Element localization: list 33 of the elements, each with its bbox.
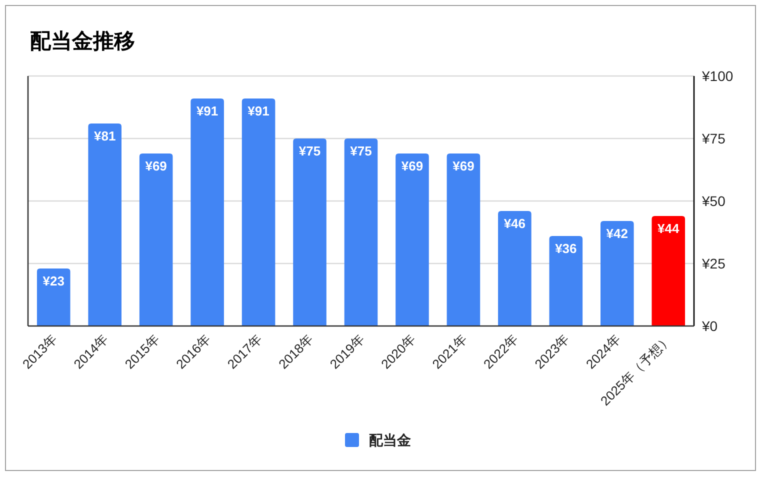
data-label: ¥69 xyxy=(145,158,167,174)
y-tick-label: ¥25 xyxy=(701,256,726,272)
y-tick-label: ¥50 xyxy=(701,193,726,209)
bar xyxy=(446,154,480,326)
data-label: ¥36 xyxy=(555,241,577,256)
chart-title: 配当金推移 xyxy=(30,30,135,53)
bar xyxy=(498,211,532,326)
data-label: ¥42 xyxy=(606,226,628,241)
bar xyxy=(139,154,173,326)
bar xyxy=(293,138,326,326)
y-tick-label: ¥100 xyxy=(701,68,734,84)
bar xyxy=(88,124,122,326)
data-label: ¥23 xyxy=(42,274,64,288)
bar xyxy=(652,216,686,326)
data-label: ¥91 xyxy=(248,104,270,118)
data-label: ¥75 xyxy=(350,144,372,158)
bar xyxy=(600,221,634,326)
legend-label: 配当金 xyxy=(369,432,412,448)
data-label: ¥46 xyxy=(504,216,526,231)
data-label: ¥69 xyxy=(401,158,424,174)
data-label: ¥81 xyxy=(94,128,116,144)
bar xyxy=(344,138,378,326)
data-label: ¥44 xyxy=(658,221,680,236)
data-label: ¥91 xyxy=(196,104,218,118)
bar xyxy=(36,268,70,326)
bar xyxy=(242,98,276,326)
bar xyxy=(396,154,429,326)
data-label: ¥75 xyxy=(298,144,321,158)
bar xyxy=(190,98,224,326)
bar xyxy=(549,236,583,326)
data-label: ¥69 xyxy=(452,158,474,174)
y-tick-label: ¥0 xyxy=(701,318,718,334)
y-tick-label: ¥75 xyxy=(701,130,726,146)
